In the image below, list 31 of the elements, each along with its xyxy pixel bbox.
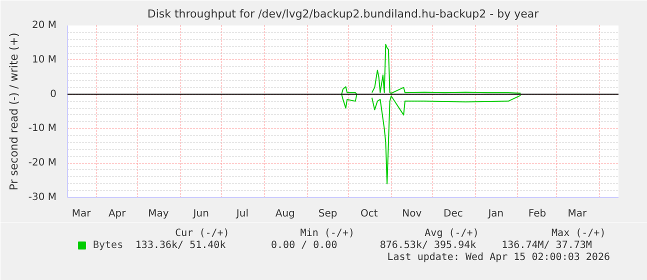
- x-tick-label: Mar: [72, 208, 92, 220]
- text: Max (-/+): [552, 228, 606, 239]
- text: 133.36k/ 51.40k: [135, 240, 226, 251]
- chart-title: Disk throughput for /dev/lvg2/backup2.bundiland.hu-backup2 - by year: [147, 8, 540, 20]
- text: Cur (-/+): [175, 228, 230, 239]
- text: 876.53k/ 395.94k: [380, 240, 476, 251]
- legend-label: Bytes: [93, 238, 124, 252]
- text: Min (-/+): [300, 228, 354, 239]
- x-tick-label: Oct: [360, 208, 378, 220]
- x-tick-label: Jul: [235, 208, 248, 220]
- y-axis-title: Pr second read (-) / write (+): [7, 32, 20, 190]
- x-tick-label: May: [148, 208, 169, 220]
- x-tick-label: Nov: [402, 208, 422, 220]
- text: Avg (-/+): [424, 228, 479, 239]
- y-tick-label: 20 M: [32, 20, 56, 31]
- y-tick-label: -10 M: [28, 123, 56, 134]
- text: Last update: Wed Apr 15 02:00:03 2026: [387, 252, 610, 263]
- text: 0.00 / 0.00: [271, 240, 338, 251]
- x-tick-label: Jun: [192, 208, 209, 220]
- x-tick-label: Jan: [487, 208, 504, 220]
- x-tick-label: Mar: [568, 208, 588, 220]
- x-tick-label: Aug: [275, 208, 295, 220]
- text: 136.74M/ 37.73M: [502, 240, 592, 251]
- y-tick-label: 10 M: [32, 54, 56, 66]
- x-tick-label: Apr: [108, 208, 127, 220]
- y-tick-label: 0: [50, 88, 57, 100]
- y-tick-label: -30 M: [28, 192, 56, 203]
- x-tick-label: Feb: [528, 208, 546, 220]
- y-tick-label: -20 M: [28, 158, 56, 169]
- x-tick-label: Dec: [444, 208, 463, 220]
- x-tick-label: Sep: [318, 208, 338, 220]
